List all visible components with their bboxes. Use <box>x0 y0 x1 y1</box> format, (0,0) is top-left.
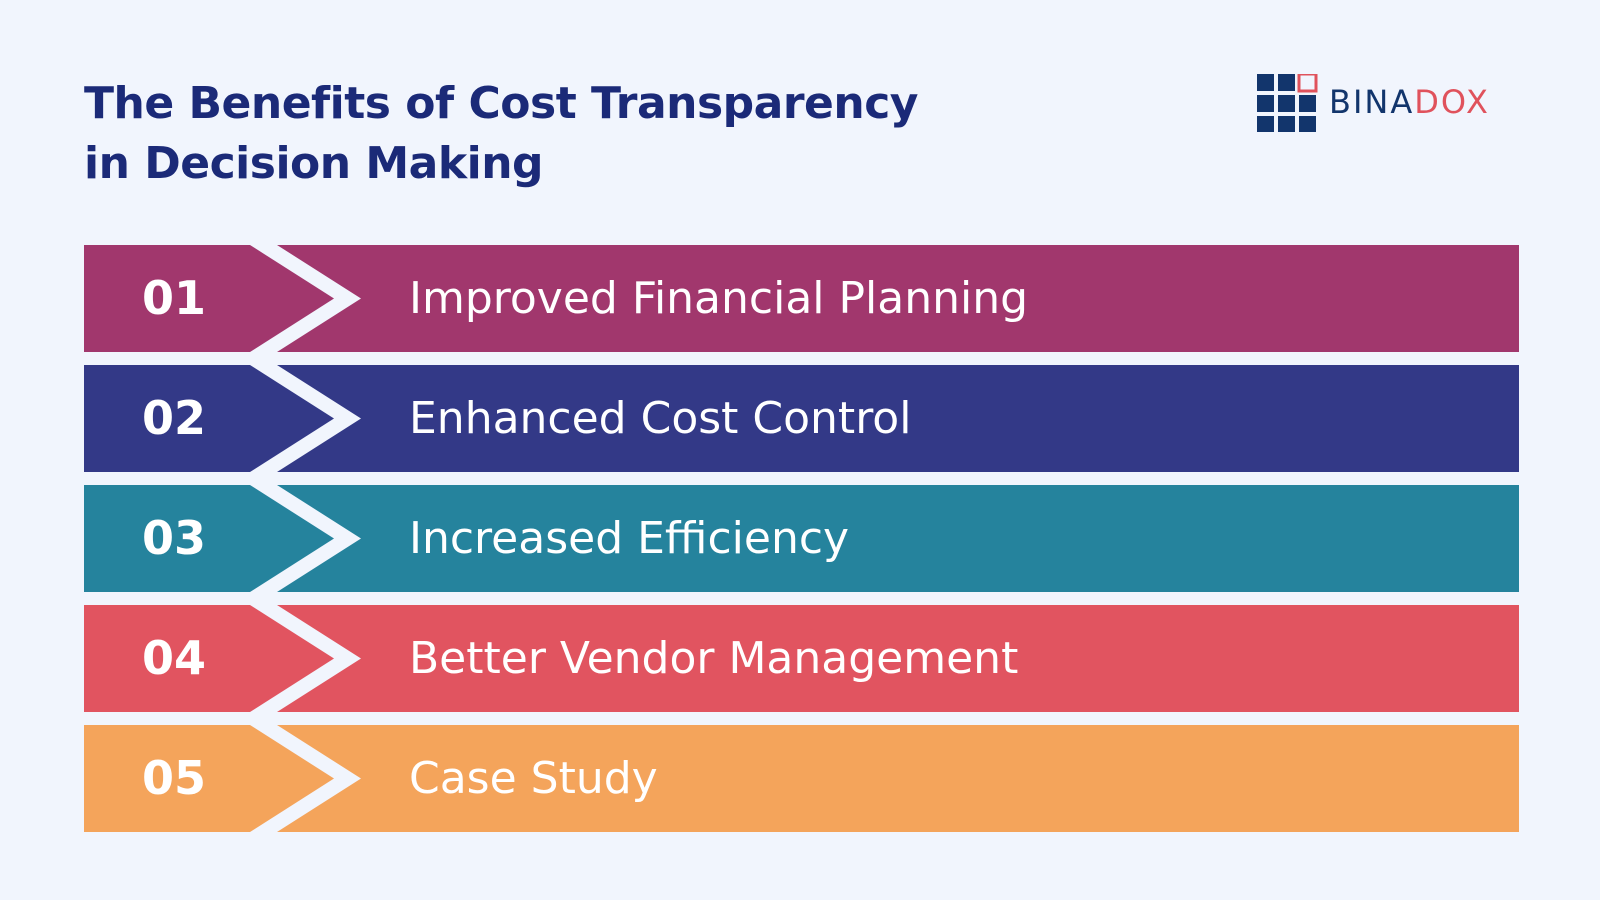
step-label: Increased Efficiency <box>409 513 850 564</box>
benefit-row-background <box>84 605 1519 712</box>
label-band-shape <box>277 245 1519 352</box>
benefits-list: 01 Improved Financial Planning 02 Enhanced … <box>84 245 1519 832</box>
step-number: 01 <box>141 271 206 325</box>
step-number: 04 <box>141 631 206 685</box>
step-label: Better Vendor Management <box>409 633 1019 684</box>
step-label: Enhanced Cost Control <box>409 393 912 444</box>
logo-wordmark-part-1: BINA <box>1329 83 1415 121</box>
benefit-row: 04 Better Vendor Management <box>84 605 1519 712</box>
number-chevron-shape <box>84 605 334 712</box>
benefit-row: 03 Increased Efficiency <box>84 485 1519 592</box>
number-chevron-shape <box>84 485 334 592</box>
page-title-line-2: in Decision Making <box>84 138 544 189</box>
benefit-row: 02 Enhanced Cost Control <box>84 365 1519 472</box>
benefit-row: 01 Improved Financial Planning <box>84 245 1519 352</box>
page-title: The Benefits of Cost Transparency in Dec… <box>84 74 1064 194</box>
grid-squares-logo-icon <box>1257 74 1318 132</box>
number-chevron-shape <box>84 365 334 472</box>
step-number: 05 <box>141 751 206 805</box>
logo-wordmark-part-2: DOX <box>1414 83 1490 121</box>
page-title-line-1: The Benefits of Cost Transparency <box>84 78 918 129</box>
label-band-shape <box>277 485 1519 592</box>
benefit-row-background <box>84 485 1519 592</box>
benefit-row-background <box>84 245 1519 352</box>
step-label: Case Study <box>409 753 658 804</box>
benefit-row-background <box>84 365 1519 472</box>
step-label: Improved Financial Planning <box>409 273 1029 324</box>
label-band-shape <box>277 725 1519 832</box>
logo-wordmark: BINADOX <box>1329 82 1490 122</box>
binadox-logo: BINADOX <box>1257 74 1527 132</box>
number-chevron-shape <box>84 725 334 832</box>
step-number: 03 <box>141 511 206 565</box>
label-band-shape <box>277 605 1519 712</box>
benefit-row-background <box>84 725 1519 832</box>
number-chevron-shape <box>84 245 334 352</box>
step-number: 02 <box>141 391 206 445</box>
benefit-row: 05 Case Study <box>84 725 1519 832</box>
label-band-shape <box>277 365 1519 472</box>
